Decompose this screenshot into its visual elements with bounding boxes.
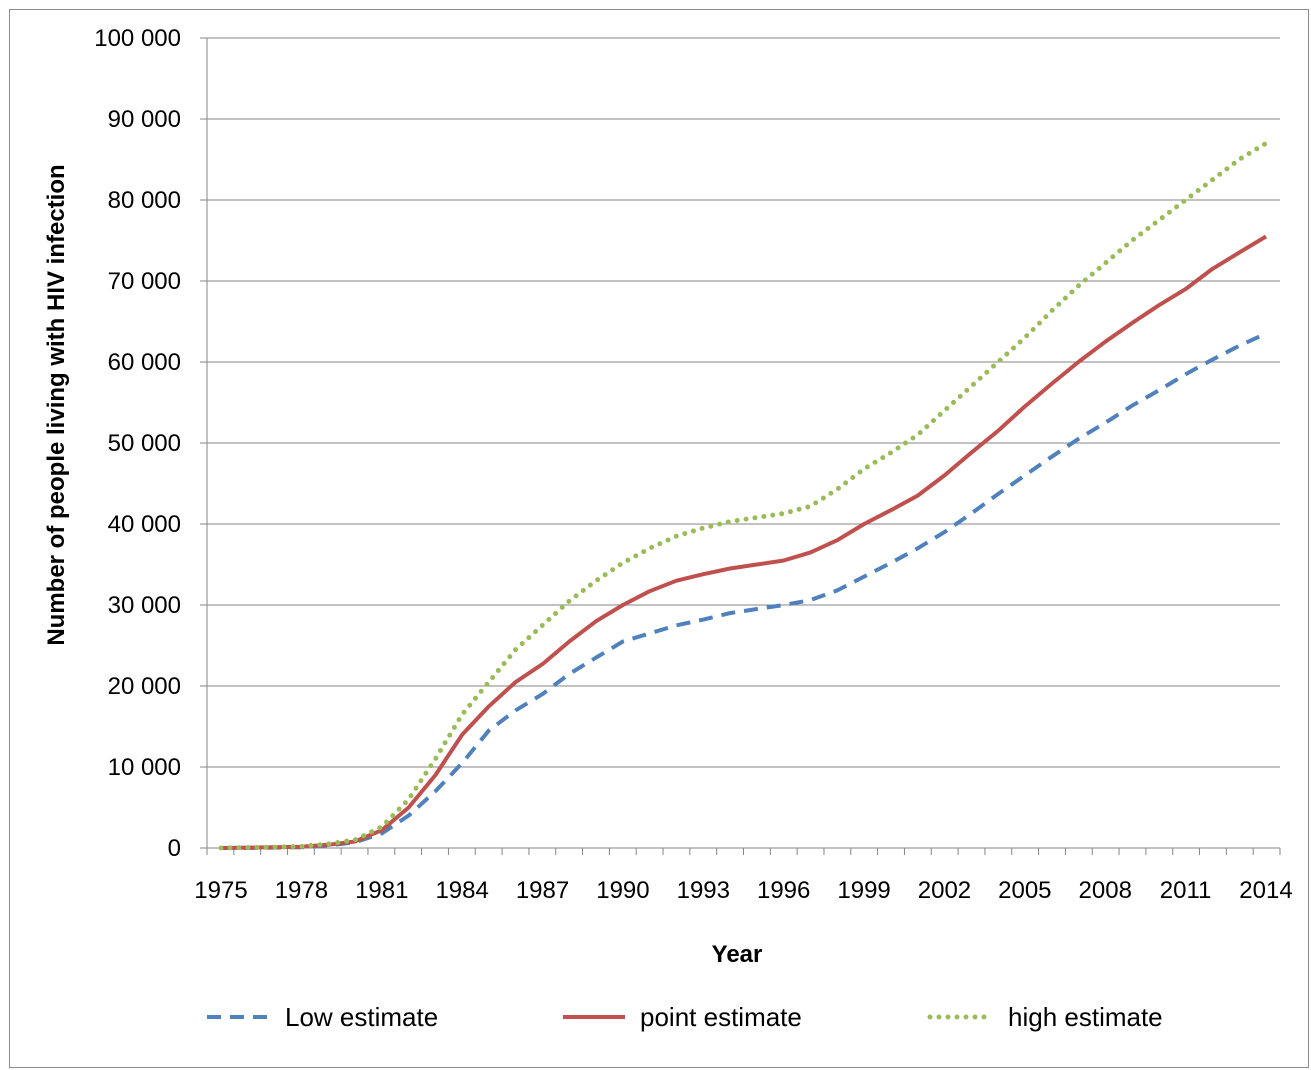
y-tick-label: 90 000 [108,106,181,133]
y-tick-label: 100 000 [94,25,181,52]
x-tick-label: 2011 [1160,877,1212,904]
x-tick-label: 1996 [757,877,810,904]
series-line-high-estimate [218,140,1269,851]
y-tick-label: 60 000 [108,349,181,376]
x-tick-label: 1990 [596,877,649,904]
x-tick-label: 1978 [275,877,328,904]
x-tick-label: 1987 [516,877,569,904]
x-tick-label: 2014 [1239,877,1292,904]
x-tick-label: 2002 [918,877,971,904]
y-axis-title: Number of people living with HIV infecti… [43,164,70,645]
legend-label: high estimate [1008,1002,1163,1032]
x-tick-label: 2005 [998,877,1051,904]
series-line-low-estimate [221,331,1267,850]
tick-labels: 0 10 000 20 000 30 000 40 000 50 000 60 000 70 … [94,25,1292,904]
legend-label: Low estimate [285,1002,438,1032]
x-tick-label: 1999 [837,877,890,904]
y-tick-label: 20 000 [108,673,181,700]
legend: Low estimate point estimate high estimate [207,1002,1163,1032]
y-tick-label: 40 000 [108,511,181,538]
y-tick-label: 30 000 [108,592,181,619]
x-tick-label: 1993 [677,877,730,904]
legend-label: point estimate [640,1002,802,1032]
series-lines [218,140,1269,851]
y-tick-label: 10 000 [108,754,181,781]
series-line-point-estimate [220,234,1268,850]
x-tick-label: 1975 [194,877,247,904]
x-tick-label: 2008 [1079,877,1132,904]
axes [200,37,1281,855]
x-tick-label: 1984 [435,877,488,904]
y-tick-label: 80 000 [108,187,181,214]
gridlines [207,37,1280,768]
y-tick-label: 70 000 [108,268,181,295]
x-axis-title: Year [712,941,763,968]
y-tick-label: 50 000 [108,430,181,457]
y-tick-label: 0 [168,835,181,862]
x-tick-label: 1981 [355,877,408,904]
chart-frame [9,9,1309,1068]
